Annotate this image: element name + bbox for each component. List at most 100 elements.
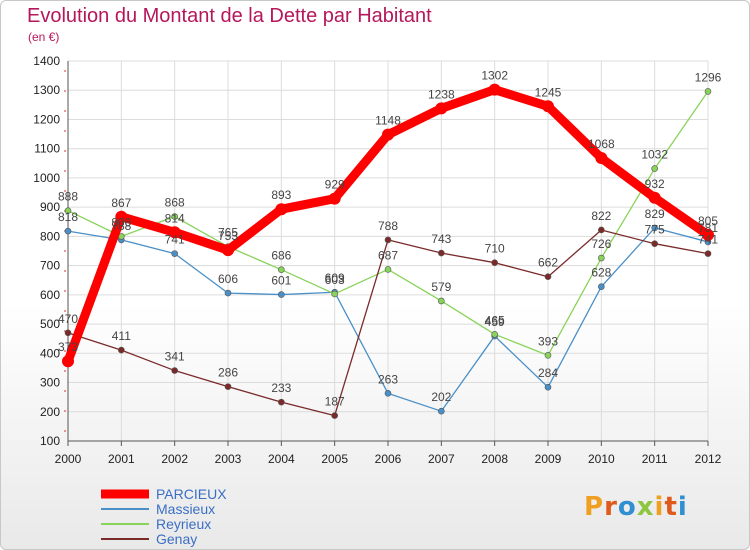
data-point [62, 355, 74, 368]
data-point [544, 383, 552, 391]
y-tick-label: 100 [40, 434, 60, 448]
data-label: 411 [112, 329, 131, 343]
data-point [275, 203, 288, 216]
data-point [328, 192, 341, 205]
data-label: 726 [591, 237, 611, 251]
y-tick-label: 1200 [33, 112, 60, 126]
y-tick-label: 700 [40, 259, 60, 273]
x-tick-label: 2007 [428, 452, 455, 466]
data-label: 687 [378, 248, 398, 262]
data-point [171, 250, 178, 257]
data-point [704, 88, 712, 95]
data-label: 753 [218, 229, 238, 243]
data-label: 202 [431, 390, 451, 404]
data-label: 187 [325, 395, 345, 409]
data-label: 601 [271, 274, 291, 288]
data-point [438, 407, 445, 415]
data-label: 606 [218, 272, 238, 286]
data-point [171, 213, 178, 220]
data-label: 609 [325, 271, 345, 285]
data-point [651, 224, 658, 232]
y-tick-label: 200 [40, 405, 60, 419]
data-point [435, 102, 448, 115]
data-point [598, 254, 605, 262]
data-label: 818 [58, 210, 78, 224]
x-tick-label: 2005 [321, 452, 348, 466]
data-label: 286 [218, 366, 238, 380]
data-point [278, 291, 285, 298]
data-label: 1296 [695, 70, 722, 84]
data-label: 1032 [641, 148, 668, 162]
data-label: 893 [271, 188, 291, 202]
data-point [331, 412, 338, 419]
legend-label: Genay [156, 531, 197, 547]
data-point [384, 236, 392, 244]
data-point [598, 226, 605, 234]
data-label: 1238 [428, 87, 455, 101]
data-point [651, 165, 658, 172]
y-tick-label: 600 [40, 288, 60, 302]
legend-label: PARCIEUX [156, 486, 227, 502]
data-label: 263 [378, 372, 398, 386]
logo-letter: P [584, 492, 605, 522]
logo-letter: i [654, 492, 665, 522]
x-tick-label: 2001 [108, 452, 135, 466]
data-point [542, 100, 554, 113]
data-point [224, 383, 232, 390]
data-label: 868 [165, 196, 185, 210]
data-point [222, 244, 234, 257]
y-tick-label: 1000 [33, 171, 60, 185]
x-tick-label: 2011 [642, 452, 668, 466]
data-label: 628 [591, 266, 611, 280]
data-label: 788 [111, 219, 131, 233]
data-label: 686 [271, 249, 291, 263]
data-label: 929 [325, 178, 345, 192]
data-label: 888 [58, 190, 78, 204]
data-point [278, 266, 285, 274]
proxiti-logo: Proxiti [584, 492, 688, 522]
data-point [438, 297, 445, 305]
data-label: 788 [378, 219, 398, 233]
data-point [488, 83, 501, 96]
data-label: 284 [538, 366, 558, 380]
data-label: 341 [165, 350, 185, 364]
y-tick-label: 1100 [34, 142, 60, 156]
data-label: 465 [485, 313, 505, 327]
data-label: 743 [431, 232, 451, 246]
data-label: 814 [165, 211, 185, 225]
data-label: 662 [538, 256, 558, 270]
data-point [651, 240, 658, 247]
logo-letter: t [664, 492, 678, 522]
data-point [491, 331, 498, 338]
data-point [595, 152, 608, 165]
data-label: 822 [591, 209, 611, 223]
legend-label: Reyrieux [156, 516, 211, 532]
data-point [331, 290, 338, 298]
data-label: 741 [698, 233, 718, 247]
data-point [544, 352, 552, 359]
data-label: 765 [218, 226, 238, 240]
x-tick-label: 2012 [695, 452, 722, 466]
data-point [491, 259, 498, 266]
data-point [648, 191, 661, 204]
x-tick-label: 2003 [215, 452, 242, 466]
chart-subtitle: (en €) [28, 30, 60, 44]
data-point [278, 398, 285, 406]
data-point [702, 228, 714, 241]
data-label: 781 [698, 221, 718, 235]
data-label: 470 [58, 312, 78, 326]
data-point [64, 329, 72, 337]
data-label: 1068 [588, 137, 615, 151]
chart-title: Evolution du Montant de la Dette par Hab… [27, 5, 432, 27]
x-tick-label: 2009 [535, 452, 562, 466]
data-label: 829 [645, 207, 665, 221]
data-point [384, 390, 392, 397]
series-genay [64, 226, 712, 419]
y-tick-label: 300 [40, 376, 60, 390]
x-tick-label: 2002 [161, 452, 188, 466]
logo-letter: x [636, 492, 655, 522]
y-tick-label: 1300 [33, 83, 60, 97]
logo-letter: i [677, 492, 688, 522]
data-label: 800 [111, 215, 131, 229]
y-tick-label: 900 [40, 200, 60, 214]
